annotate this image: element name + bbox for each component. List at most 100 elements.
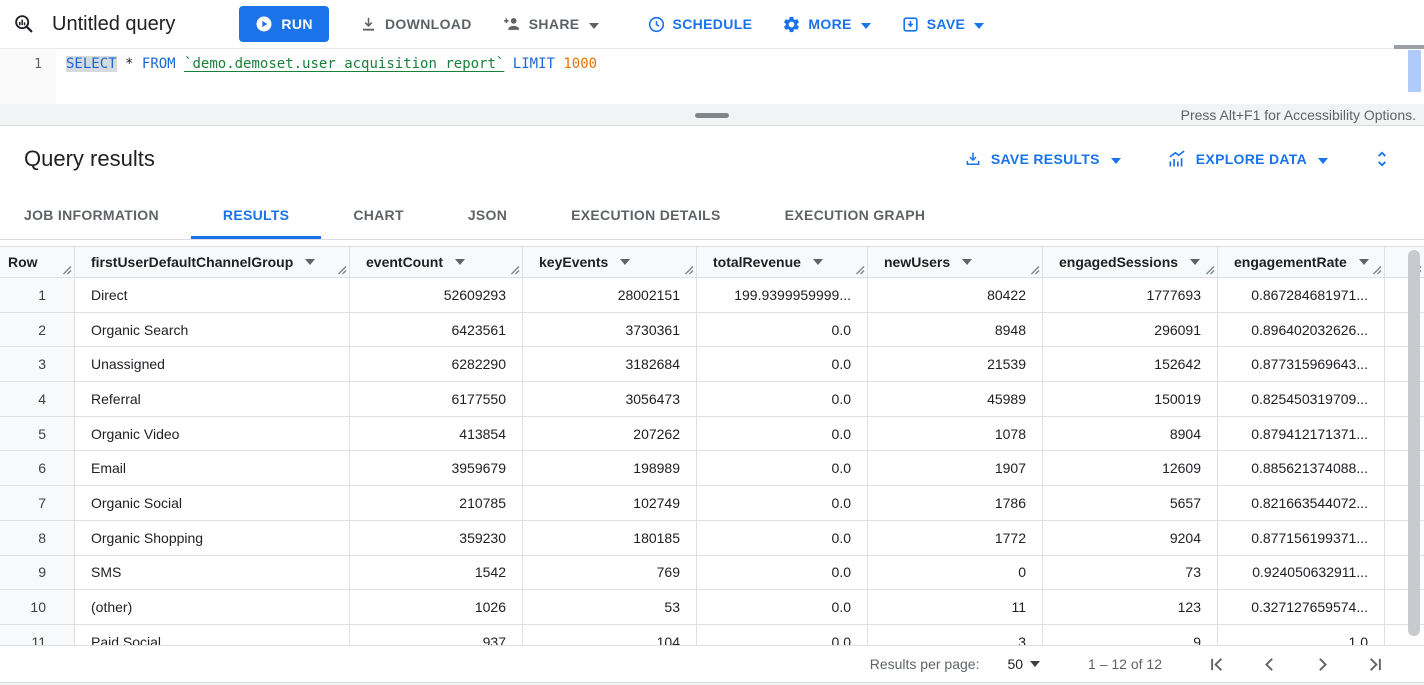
accessibility-strip: Press Alt+F1 for Accessibility Options.: [0, 104, 1424, 126]
tab-execution-details[interactable]: EXECUTION DETAILS: [571, 207, 721, 223]
cell-engagementRate: 1.0: [1218, 624, 1385, 645]
cell-engagementRate: 0.327127659574...: [1218, 590, 1385, 624]
sql-token: SELECT: [66, 56, 117, 72]
column-menu-icon[interactable]: [305, 259, 316, 265]
row-number: 2: [0, 312, 75, 347]
tab-execution-graph[interactable]: EXECUTION GRAPH: [784, 207, 926, 223]
column-header-eventCount[interactable]: eventCount: [350, 247, 523, 277]
table-row: 10 (other) 1026 53 0.0 11 123 0.327127659574...: [0, 590, 1424, 625]
save-results-button[interactable]: SAVE RESULTS: [964, 150, 1121, 168]
column-header-engagedSessions[interactable]: engagedSessions: [1043, 247, 1218, 277]
download-button[interactable]: DOWNLOAD: [359, 15, 472, 34]
column-resize-handle[interactable]: [1030, 265, 1040, 275]
clock-icon: [647, 15, 666, 34]
row-number: 1: [0, 278, 75, 312]
cell-engagementRate: 0.877315969643...: [1218, 347, 1385, 382]
sql-token: 1000: [563, 56, 598, 72]
column-header-Row[interactable]: Row: [0, 247, 75, 277]
cell-totalRevenue: 0.0: [697, 416, 868, 451]
column-resize-handle[interactable]: [1205, 265, 1215, 275]
more-button[interactable]: MORE: [782, 15, 871, 34]
explore-data-chart-icon: [1167, 149, 1187, 169]
column-resize-handle[interactable]: [684, 265, 694, 275]
column-resize-handle[interactable]: [1372, 265, 1382, 275]
cell-keyEvents: 28002151: [523, 278, 697, 312]
column-header-totalRevenue[interactable]: totalRevenue: [697, 247, 868, 277]
cell-engagementRate: 0.877156199371...: [1218, 520, 1385, 555]
cell-newUsers: 21539: [868, 347, 1043, 382]
accessibility-hint: Press Alt+F1 for Accessibility Options.: [1180, 106, 1416, 123]
save-button[interactable]: SAVE: [901, 15, 985, 34]
tab-job-information[interactable]: JOB INFORMATION: [24, 207, 159, 223]
row-number: 3: [0, 347, 75, 382]
run-button[interactable]: RUN: [239, 6, 329, 42]
cell-engagedSessions: 9204: [1043, 520, 1218, 555]
cell-newUsers: 80422: [868, 278, 1043, 312]
cell-newUsers: 3: [868, 624, 1043, 645]
unfold-more-icon: [1372, 149, 1392, 169]
column-header-label: engagedSessions: [1059, 254, 1179, 270]
column-header-newUsers[interactable]: newUsers: [868, 247, 1043, 277]
download-icon: [359, 15, 378, 34]
tab-json[interactable]: JSON: [467, 207, 508, 223]
sql-token: *: [125, 56, 134, 72]
query-results-title: Query results: [24, 146, 155, 171]
column-resize-handle[interactable]: [510, 265, 520, 275]
cell-eventCount: 1542: [350, 555, 523, 590]
next-page-button[interactable]: [1312, 654, 1333, 675]
cell-firstUserDefaultChannelGroup: Direct: [75, 278, 350, 312]
column-menu-icon[interactable]: [812, 259, 823, 265]
schedule-button[interactable]: SCHEDULE: [647, 15, 753, 34]
results-tabs: JOB INFORMATION RESULTS CHART JSON EXECUTION…: [0, 192, 1424, 240]
pager-controls: [1206, 654, 1386, 675]
column-resize-handle[interactable]: [855, 265, 865, 275]
cell-firstUserDefaultChannelGroup: SMS: [75, 555, 350, 590]
tab-results[interactable]: RESULTS: [191, 192, 321, 239]
cell-engagedSessions: 296091: [1043, 312, 1218, 347]
sql-token[interactable]: `demo.demoset.user_acquisition_report`: [184, 56, 505, 72]
column-resize-handle[interactable]: [62, 265, 72, 275]
cell-firstUserDefaultChannelGroup: Email: [75, 451, 350, 486]
cell-eventCount: 6423561: [350, 312, 523, 347]
cell-engagedSessions: 12609: [1043, 451, 1218, 486]
cell-totalRevenue: 0.0: [697, 312, 868, 347]
column-header-keyEvents[interactable]: keyEvents: [523, 247, 697, 277]
column-header-engagementRate[interactable]: engagementRate: [1218, 247, 1385, 277]
query-magnifier-icon: [12, 13, 36, 35]
page-size-select[interactable]: 50: [1007, 656, 1041, 672]
table-body: 1 Direct 52609293 28002151 199.9399959999...…: [0, 278, 1424, 645]
cell-totalRevenue: 0.0: [697, 624, 868, 645]
expand-collapse-panel-button[interactable]: [1372, 149, 1392, 169]
column-menu-icon[interactable]: [455, 259, 465, 265]
cell-keyEvents: 198989: [523, 451, 697, 486]
cell-newUsers: 1078: [868, 416, 1043, 451]
column-header-firstUserDefaultChannelGroup[interactable]: firstUserDefaultChannelGroup: [75, 247, 350, 277]
column-menu-icon[interactable]: [620, 259, 631, 265]
row-number: 11: [0, 624, 75, 645]
first-page-button[interactable]: [1206, 654, 1227, 675]
previous-page-button[interactable]: [1259, 654, 1280, 675]
share-button[interactable]: SHARE: [502, 14, 599, 34]
splitter-drag-handle[interactable]: [695, 113, 729, 118]
column-header-label: keyEvents: [539, 254, 609, 270]
sql-editor[interactable]: 1 SELECT * FROM `demo.demoset.user_acqui…: [0, 45, 1424, 104]
column-menu-icon[interactable]: [962, 259, 973, 265]
table-row: 4 Referral 6177550 3056473 0.0 45989 150019 0.8…: [0, 382, 1424, 417]
cell-keyEvents: 180185: [523, 520, 697, 555]
editor-vertical-scrollbar[interactable]: [1408, 50, 1421, 92]
column-menu-icon[interactable]: [1190, 259, 1201, 265]
cell-totalRevenue: 199.9399959999...: [697, 278, 868, 312]
query-toolbar: Untitled query RUN DOWNLOAD SHARE: [0, 0, 1424, 48]
sql-code-line[interactable]: SELECT * FROM `demo.demoset.user_acquisi…: [56, 49, 597, 104]
explore-data-button[interactable]: EXPLORE DATA: [1167, 149, 1328, 169]
table-vertical-scrollbar[interactable]: [1408, 250, 1420, 636]
cell-totalRevenue: 0.0: [697, 382, 868, 416]
column-header-label: totalRevenue: [713, 254, 801, 270]
tab-chart[interactable]: CHART: [353, 207, 404, 223]
last-page-button[interactable]: [1365, 654, 1386, 675]
table-row: 11 Paid Social 937 104 0.0 3 9 1.0: [0, 624, 1424, 645]
cell-newUsers: 11: [868, 590, 1043, 624]
table-row: 1 Direct 52609293 28002151 199.9399959999...…: [0, 278, 1424, 313]
column-menu-icon[interactable]: [1358, 259, 1369, 265]
column-resize-handle[interactable]: [337, 265, 347, 275]
